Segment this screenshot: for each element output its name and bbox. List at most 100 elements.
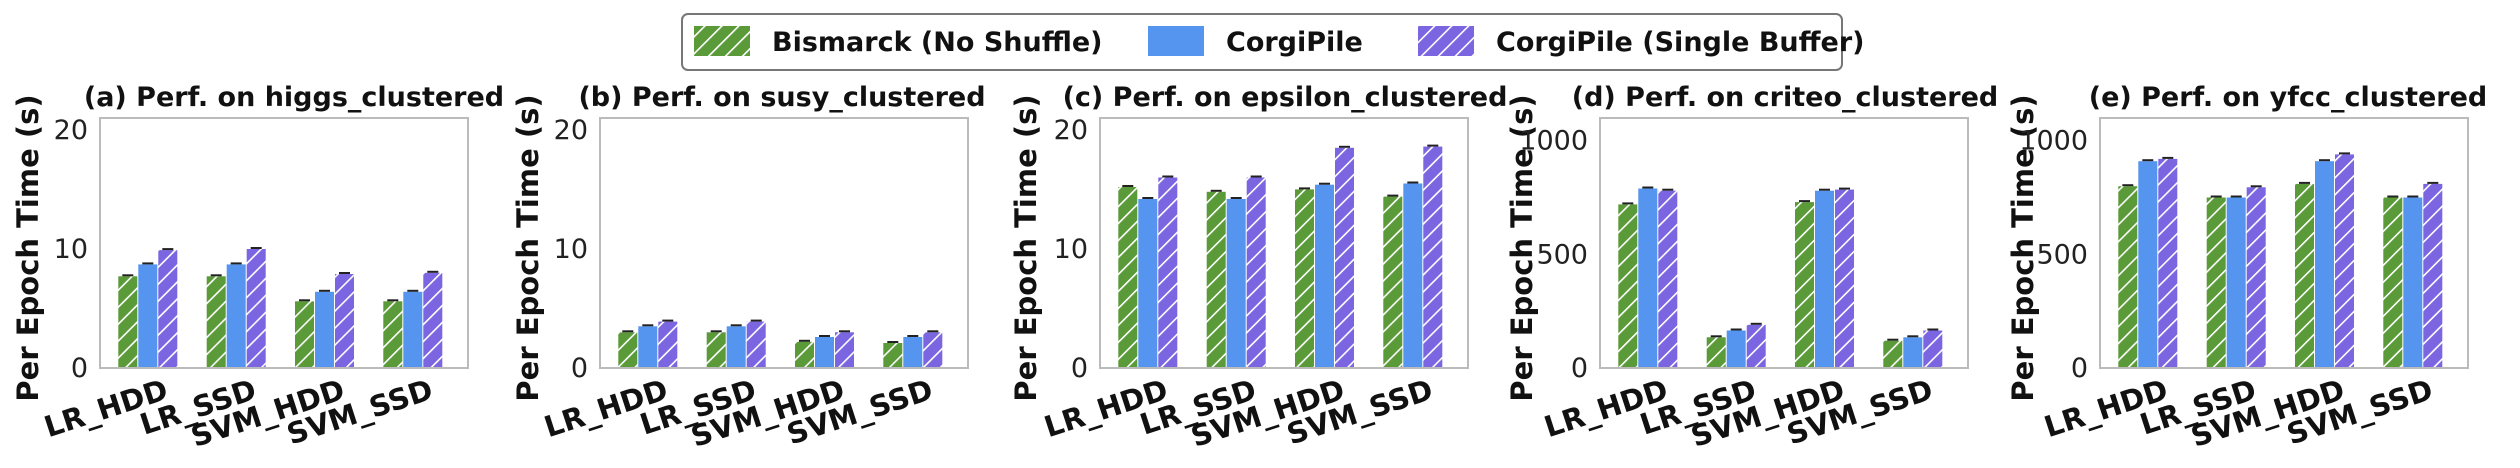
panel-c-frame (1099, 117, 1469, 369)
panel-c-ytick-0: 0 (1071, 353, 1088, 384)
panel-d-xticks: LR_HDD LR_SSD SVM_HDD SVM_SSD (1540, 372, 1937, 454)
panel-a-bars (118, 247, 443, 368)
panel-d-bars (1618, 186, 1943, 368)
panel-e-bar-corgipile-lr-ssd (2226, 197, 2246, 368)
panel-b-ytick-2: 20 (554, 115, 588, 146)
panel-b-ytick-0: 0 (571, 353, 588, 384)
panel-c-bar-bismarck-lr-ssd (1206, 191, 1226, 368)
panel-d-ytick-0: 0 (1571, 353, 1588, 384)
panel-c-bar-corgipile-single-buffer-lr-ssd (1246, 177, 1266, 368)
panel-e-frame (2099, 117, 2469, 369)
panel-e-bar-corgipile-single-buffer-svm-ssd (2423, 183, 2443, 368)
panel-c-bar-bismarck-svm-ssd (1383, 196, 1403, 368)
panel-a-bar-corgipile-single-buffer-lr-hdd (158, 250, 178, 368)
legend-label-corgipile-single-buffer: CorgiPile (Single Buffer) (1496, 27, 1864, 58)
panel-d: (d) Perf. on criteo_clustered Per Epoch … (1505, 82, 1998, 454)
legend-swatch-corgipile (1148, 26, 1204, 56)
panel-a-ytick-1: 10 (54, 234, 88, 265)
panel-a-bar-bismarck-lr-ssd (206, 276, 226, 368)
panel-c-bar-bismarck-lr-hdd (1118, 187, 1138, 368)
panel-b-bar-corgipile-svm-ssd (903, 337, 923, 368)
panel-e-ytick-1: 500 (2036, 239, 2088, 270)
panel-a-ylabel: Per Epoch Time (s) (11, 94, 45, 401)
panel-b-bar-bismarck-lr-ssd (706, 332, 726, 368)
legend-swatch-bismarck (694, 26, 750, 56)
panel-b-bar-bismarck-lr-hdd (618, 332, 638, 368)
panel-b-xticks: LR_HDD LR_SSD SVM_HDD SVM_SSD (540, 372, 937, 454)
panel-c-ytick-1: 10 (1054, 234, 1088, 265)
panel-e-bar-bismarck-lr-hdd (2118, 186, 2138, 368)
panel-d-ytick-1: 500 (1536, 239, 1588, 270)
panel-d-bar-corgipile-svm-ssd (1903, 337, 1923, 368)
panel-b-bar-corgipile-svm-hdd (815, 337, 834, 368)
panel-a-bar-bismarck-svm-ssd (383, 301, 403, 368)
panel-b-bar-corgipile-lr-hdd (638, 326, 658, 368)
panel-b: (b) Perf. on susy_clustered Per Epoch Ti… (511, 82, 986, 454)
panel-c-bar-corgipile-single-buffer-svm-hdd (1335, 147, 1354, 368)
panel-d-bar-corgipile-single-buffer-svm-ssd (1923, 330, 1943, 368)
panel-a-bar-bismarck-lr-hdd (118, 276, 138, 368)
legend-label-corgipile: CorgiPile (1226, 27, 1363, 58)
panel-a-bar-corgipile-svm-ssd (403, 291, 423, 368)
panel-c-bar-corgipile-lr-ssd (1226, 199, 1246, 368)
panel-c-bar-corgipile-single-buffer-lr-hdd (1158, 177, 1178, 368)
panel-c-ylabel: Per Epoch Time (s) (1009, 94, 1043, 401)
panel-a-bar-corgipile-lr-ssd (226, 264, 246, 368)
panel-c-ytick-2: 20 (1054, 115, 1088, 146)
panel-e-bar-corgipile-single-buffer-lr-ssd (2246, 187, 2266, 368)
panel-a-bar-corgipile-lr-hdd (138, 264, 158, 368)
panel-c-bar-bismarck-svm-hdd (1295, 189, 1314, 368)
panel-b-yticks: 0 10 20 (554, 115, 588, 384)
panel-c-bar-corgipile-lr-hdd (1138, 199, 1158, 368)
panel-b-bars (618, 319, 943, 368)
panel-b-bar-bismarck-svm-ssd (883, 343, 903, 368)
panel-b-bar-bismarck-svm-hdd (795, 341, 814, 368)
panel-e-ylabel: Per Epoch Time (s) (2006, 94, 2040, 401)
panel-c-bars (1118, 144, 1443, 368)
panel-b-bar-corgipile-single-buffer-lr-hdd (658, 321, 678, 368)
panel-a-ytick-2: 20 (54, 115, 88, 146)
panel-a-bar-corgipile-single-buffer-lr-ssd (246, 249, 266, 368)
panel-e-xticks: LR_HDD LR_SSD SVM_HDD SVM_SSD (2040, 372, 2437, 454)
panel-c-bar-corgipile-single-buffer-svm-ssd (1423, 146, 1443, 368)
panel-d-bar-corgipile-single-buffer-lr-ssd (1746, 324, 1766, 368)
legend-frame (681, 13, 1843, 71)
panel-b-bar-corgipile-single-buffer-svm-ssd (923, 332, 943, 368)
panel-e-bar-corgipile-lr-hdd (2138, 161, 2158, 368)
panel-b-title: (b) Perf. on susy_clustered (578, 82, 985, 113)
panel-d-bar-corgipile-lr-hdd (1638, 188, 1658, 368)
panel-b-bar-corgipile-single-buffer-lr-ssd (746, 321, 766, 368)
panel-d-bar-corgipile-single-buffer-svm-hdd (1835, 189, 1854, 368)
panel-b-ytick-1: 10 (554, 234, 588, 265)
panel-e: (e) Perf. on yfcc_clustered Per Epoch Ti… (2006, 82, 2487, 454)
panel-c-yticks: 0 10 20 (1054, 115, 1088, 384)
panel-e-bar-corgipile-svm-hdd (2315, 161, 2334, 368)
panel-e-bar-corgipile-single-buffer-svm-hdd (2335, 154, 2354, 368)
panel-a-frame (99, 117, 469, 369)
panel-e-title: (e) Perf. on yfcc_clustered (2089, 82, 2488, 113)
panel-d-yticks: 0 500 1000 (1519, 126, 1588, 384)
panel-d-bar-corgipile-lr-ssd (1726, 330, 1746, 368)
panel-c-bar-corgipile-svm-hdd (1315, 184, 1334, 368)
panel-e-bar-bismarck-svm-hdd (2295, 183, 2314, 368)
panel-a-bar-bismarck-svm-hdd (295, 301, 314, 368)
panel-a-xticks: LR_HDD LR_SSD SVM_HDD SVM_SSD (40, 372, 437, 454)
panel-b-frame (599, 117, 969, 369)
panel-c-bar-corgipile-svm-ssd (1403, 183, 1423, 368)
panel-c-xticks: LR_HDD LR_SSD SVM_HDD SVM_SSD (1040, 372, 1437, 454)
panel-a-title: (a) Perf. on higgs_clustered (84, 82, 504, 113)
panel-d-bar-bismarck-svm-ssd (1883, 340, 1903, 368)
panel-d-bar-bismarck-lr-hdd (1618, 204, 1638, 368)
panel-a: (a) Perf. on higgs_clustered Per Epoch T… (11, 82, 504, 454)
panel-d-ylabel: Per Epoch Time (s) (1505, 94, 1539, 401)
panel-a-bar-corgipile-svm-hdd (315, 291, 334, 368)
panel-d-bar-bismarck-svm-hdd (1795, 202, 1814, 368)
panel-e-bar-corgipile-single-buffer-lr-hdd (2158, 158, 2178, 368)
panel-d-ytick-2: 1000 (1519, 126, 1588, 157)
panel-a-yticks: 0 10 20 (54, 115, 88, 384)
panel-b-ylabel: Per Epoch Time (s) (511, 94, 545, 401)
panel-d-frame (1599, 117, 1969, 369)
panel-e-yticks: 0 500 1000 (2019, 126, 2088, 384)
panel-a-bar-corgipile-single-buffer-svm-ssd (423, 272, 443, 368)
